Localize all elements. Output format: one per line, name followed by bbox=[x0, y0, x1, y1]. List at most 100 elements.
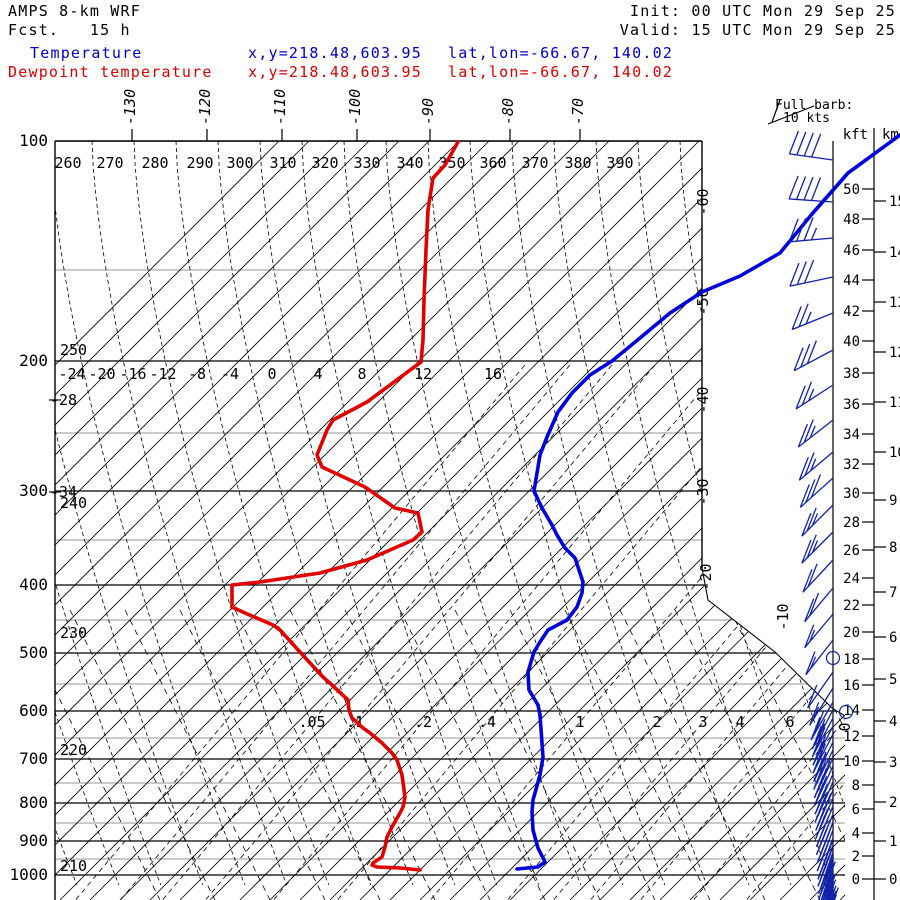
svg-text:36: 36 bbox=[843, 397, 860, 413]
svg-text:-28: -28 bbox=[50, 391, 77, 409]
svg-text:44: 44 bbox=[843, 273, 860, 289]
legend-dewpoint-label: Dewpoint temperature bbox=[8, 63, 213, 81]
svg-text:0.: 0. bbox=[889, 872, 900, 888]
svg-text:320: 320 bbox=[311, 154, 338, 172]
svg-text:40: 40 bbox=[843, 334, 860, 350]
svg-text:3: 3 bbox=[698, 713, 707, 731]
svg-text:10.: 10. bbox=[889, 445, 900, 461]
svg-text:46: 46 bbox=[843, 243, 860, 259]
svg-text:360: 360 bbox=[479, 154, 506, 172]
svg-text:700: 700 bbox=[19, 749, 48, 768]
svg-text:8: 8 bbox=[852, 778, 860, 794]
plot-border bbox=[54, 128, 875, 900]
svg-text:100: 100 bbox=[19, 131, 48, 150]
svg-text:340: 340 bbox=[396, 154, 423, 172]
svg-text:260: 260 bbox=[54, 154, 81, 172]
svg-text:200: 200 bbox=[19, 351, 48, 370]
svg-text:-4: -4 bbox=[221, 365, 239, 383]
svg-text:330: 330 bbox=[353, 154, 380, 172]
valid-time: Valid: 15 UTC Mon 29 Sep 25 bbox=[619, 21, 896, 39]
barb-key-icon bbox=[767, 99, 815, 125]
svg-text:-12: -12 bbox=[149, 365, 176, 383]
svg-text:32: 32 bbox=[843, 457, 860, 473]
svg-text:.05: .05 bbox=[298, 713, 325, 731]
legend-dewpoint-xy: x,y=218.48,603.95 bbox=[248, 63, 422, 81]
svg-text:38: 38 bbox=[843, 366, 860, 382]
svg-text:12: 12 bbox=[843, 729, 860, 745]
svg-text:6: 6 bbox=[785, 713, 794, 731]
barb-key-title: Full barb: bbox=[775, 98, 854, 113]
legend-dewpoint-latlon: lat,lon=-66.67, 140.02 bbox=[448, 63, 674, 81]
svg-text:8: 8 bbox=[357, 365, 366, 383]
svg-text:390: 390 bbox=[606, 154, 633, 172]
wind-barb-column bbox=[788, 130, 854, 900]
svg-text:-34: -34 bbox=[50, 483, 77, 501]
svg-text:48: 48 bbox=[843, 212, 860, 228]
legend-temperature-xy: x,y=218.48,603.95 bbox=[248, 44, 422, 62]
svg-text:2: 2 bbox=[652, 713, 661, 731]
svg-text:-24: -24 bbox=[58, 365, 85, 383]
svg-text:6: 6 bbox=[852, 802, 860, 818]
svg-text:-40: -40 bbox=[694, 386, 712, 413]
svg-text:34: 34 bbox=[843, 427, 860, 443]
svg-text:280: 280 bbox=[141, 154, 168, 172]
svg-text:3.: 3. bbox=[889, 755, 900, 771]
legend-temperature-latlon: lat,lon=-66.67, 140.02 bbox=[448, 44, 674, 62]
svg-text:14: 14 bbox=[843, 703, 860, 719]
svg-text:-60: -60 bbox=[694, 188, 712, 215]
altitude-axes: kft km02468101214161820222426283032343638… bbox=[843, 127, 900, 888]
svg-text:kft: kft bbox=[843, 127, 868, 143]
svg-text:26: 26 bbox=[843, 543, 860, 559]
svg-text:-110: -110 bbox=[271, 89, 289, 125]
svg-text:-20: -20 bbox=[697, 563, 715, 590]
svg-text:0: 0 bbox=[836, 722, 854, 731]
svg-text:5.: 5. bbox=[889, 672, 900, 688]
svg-text:.4: .4 bbox=[478, 713, 496, 731]
svg-text:16: 16 bbox=[843, 678, 860, 694]
svg-text:2: 2 bbox=[852, 849, 860, 865]
svg-text:-10: -10 bbox=[774, 603, 792, 630]
svg-text:8.: 8. bbox=[889, 540, 900, 556]
svg-text:2.: 2. bbox=[889, 795, 900, 811]
svg-text:240: 240 bbox=[60, 494, 87, 512]
svg-text:7.: 7. bbox=[889, 585, 900, 601]
svg-text:220: 220 bbox=[60, 741, 87, 759]
svg-text:300: 300 bbox=[19, 481, 48, 500]
svg-text:12: 12 bbox=[414, 365, 432, 383]
svg-text:13.: 13. bbox=[889, 295, 900, 311]
svg-text:14.: 14. bbox=[889, 245, 900, 261]
svg-text:4.: 4. bbox=[889, 714, 900, 730]
svg-text:-30: -30 bbox=[694, 478, 712, 505]
svg-text:250: 250 bbox=[60, 341, 87, 359]
svg-text:9.: 9. bbox=[889, 493, 900, 509]
svg-text:380: 380 bbox=[564, 154, 591, 172]
svg-text:30: 30 bbox=[843, 486, 860, 502]
barb-key-value: 10 kts bbox=[783, 111, 830, 126]
model-title: AMPS 8-km WRF bbox=[8, 2, 141, 20]
svg-text:-120: -120 bbox=[196, 89, 214, 125]
temperature-curve bbox=[515, 133, 900, 871]
svg-text:15.: 15. bbox=[889, 194, 900, 210]
svg-text:600: 600 bbox=[19, 701, 48, 720]
svg-text:370: 370 bbox=[521, 154, 548, 172]
svg-text:4: 4 bbox=[735, 713, 744, 731]
svg-text:230: 230 bbox=[60, 624, 87, 642]
svg-text:10: 10 bbox=[843, 754, 860, 770]
svg-text:50: 50 bbox=[843, 182, 860, 198]
svg-text:400: 400 bbox=[19, 575, 48, 594]
grid-lines bbox=[55, 141, 845, 900]
svg-text:4: 4 bbox=[852, 826, 860, 842]
svg-text:42: 42 bbox=[843, 304, 860, 320]
svg-text:270: 270 bbox=[96, 154, 123, 172]
svg-text:16: 16 bbox=[484, 365, 502, 383]
svg-text:20: 20 bbox=[843, 625, 860, 641]
svg-text:24: 24 bbox=[843, 571, 860, 587]
svg-text:-100: -100 bbox=[346, 89, 364, 125]
svg-text:0: 0 bbox=[852, 872, 860, 888]
forecast-hour: Fcst. 15 h bbox=[8, 21, 131, 39]
svg-text:28: 28 bbox=[843, 515, 860, 531]
svg-text:290: 290 bbox=[186, 154, 213, 172]
dewpoint-curve bbox=[230, 140, 460, 872]
svg-text:900: 900 bbox=[19, 831, 48, 850]
